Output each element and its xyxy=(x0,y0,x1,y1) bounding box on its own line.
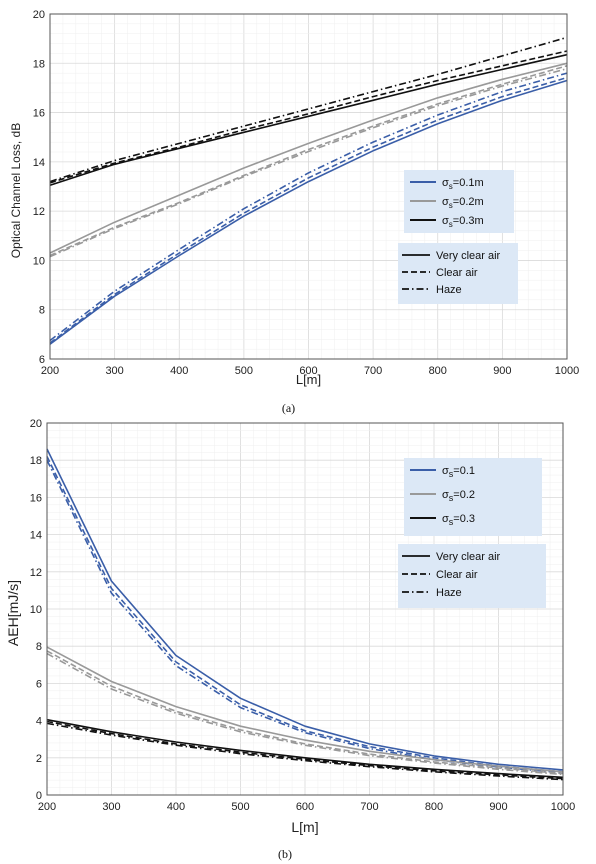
series-line-7 xyxy=(49,53,568,187)
axes-frame-a xyxy=(49,13,568,360)
y-tick-label: 20 xyxy=(33,9,45,21)
series-line-3 xyxy=(49,72,568,342)
series-line-8 xyxy=(49,50,568,184)
legend-label: σs=0.3m xyxy=(442,215,484,229)
series-line-4 xyxy=(49,62,568,254)
y-tick-label: 16 xyxy=(30,492,42,504)
x-tick-label: 500 xyxy=(235,365,253,377)
y-tick-label: 16 xyxy=(33,108,45,120)
legend-label: Clear air xyxy=(436,267,478,279)
legend-label: Very clear air xyxy=(436,250,501,262)
series-line-2 xyxy=(46,456,564,773)
tick-labels-a: 200 300 400 500 600 700 800 900 1000 6 8 10 12 14 16 18… xyxy=(33,9,579,377)
legend-label: σs=0.3 xyxy=(442,513,475,527)
legend-label: σs=0.2m xyxy=(442,196,484,210)
x-tick-label: 200 xyxy=(41,365,59,377)
series-line-5 xyxy=(46,650,564,775)
legend-label: σs=0.1m xyxy=(442,177,484,191)
series-line-9 xyxy=(46,722,564,781)
tick-labels-b: 200 300 400 500 600 700 800 900 1000 0 2 4 6 8 10 12 14 1… xyxy=(30,418,575,813)
legend-label: Very clear air xyxy=(436,551,501,563)
y-tick-label: 4 xyxy=(36,716,42,728)
series-line-4 xyxy=(46,646,564,773)
x-tick-label: 400 xyxy=(167,801,185,813)
x-tick-label: 600 xyxy=(299,365,317,377)
y-tick-label: 12 xyxy=(30,567,42,579)
y-axis-label-a: Optical Channel Loss, dB xyxy=(9,123,23,258)
x-tick-label: 1000 xyxy=(555,365,579,377)
axes-frame-b xyxy=(46,422,564,796)
x-tick-label: 300 xyxy=(105,365,123,377)
legend-b: σs=0.1 σs=0.2 σs=0.3 Very clear air Clear ai… xyxy=(398,458,546,608)
legend-label: Haze xyxy=(436,587,462,599)
series-line-1 xyxy=(46,448,564,771)
legend-label: σs=0.2 xyxy=(442,489,475,503)
legend-box-condition xyxy=(398,544,546,608)
x-tick-label: 900 xyxy=(493,365,511,377)
x-axis-label-a: L[m] xyxy=(296,372,321,387)
x-tick-label: 400 xyxy=(170,365,188,377)
chart-panel-b: 200 300 400 500 600 700 800 900 1000 0 2 4 6 8 10 12 14 1… xyxy=(5,418,575,861)
series-line-1 xyxy=(49,79,568,345)
x-tick-label: 600 xyxy=(296,801,314,813)
y-tick-label: 20 xyxy=(30,418,42,430)
x-tick-label: 800 xyxy=(429,365,447,377)
x-tick-label: 700 xyxy=(364,365,382,377)
x-tick-label: 200 xyxy=(38,801,56,813)
y-tick-label: 14 xyxy=(30,530,42,542)
x-tick-label: 300 xyxy=(102,801,120,813)
y-tick-label: 18 xyxy=(33,58,45,70)
chart-panel-a: 200 300 400 500 600 700 800 900 1000 6 8 10 12 14 16 18… xyxy=(9,9,579,415)
y-tick-label: 8 xyxy=(36,641,42,653)
legend-label: Clear air xyxy=(436,569,478,581)
y-tick-label: 8 xyxy=(39,305,45,317)
legend-label: Haze xyxy=(436,284,462,296)
legend-a: σs=0.1m σs=0.2m σs=0.3m Very clear air Clear… xyxy=(398,170,518,304)
series-line-7 xyxy=(46,718,564,779)
y-tick-label: 6 xyxy=(39,354,45,366)
y-tick-label: 6 xyxy=(36,678,42,690)
x-tick-label: 1000 xyxy=(551,801,575,813)
series-line-9 xyxy=(49,36,568,183)
y-tick-label: 2 xyxy=(36,753,42,765)
y-axis-label-b: AEH[mJ/s] xyxy=(5,580,21,646)
series-line-6 xyxy=(49,67,568,258)
y-tick-label: 14 xyxy=(33,157,45,169)
x-tick-label: 900 xyxy=(489,801,507,813)
series-line-5 xyxy=(49,65,568,257)
x-tick-label: 500 xyxy=(231,801,249,813)
series-line-8 xyxy=(46,720,564,780)
panel-caption-a: (a) xyxy=(282,401,295,415)
series-group-b xyxy=(46,448,564,781)
y-tick-label: 10 xyxy=(30,604,42,616)
legend-label: σs=0.1 xyxy=(442,465,475,479)
y-tick-label: 10 xyxy=(33,255,45,267)
x-tick-label: 700 xyxy=(360,801,378,813)
y-tick-label: 0 xyxy=(36,790,42,802)
x-tick-label: 800 xyxy=(425,801,443,813)
legend-box-condition xyxy=(398,243,518,304)
y-tick-label: 18 xyxy=(30,455,42,467)
panel-caption-b: (b) xyxy=(278,847,292,861)
series-line-2 xyxy=(49,76,568,344)
series-group-a xyxy=(49,36,568,345)
x-axis-label-b: L[m] xyxy=(291,819,318,835)
y-tick-label: 12 xyxy=(33,206,45,218)
